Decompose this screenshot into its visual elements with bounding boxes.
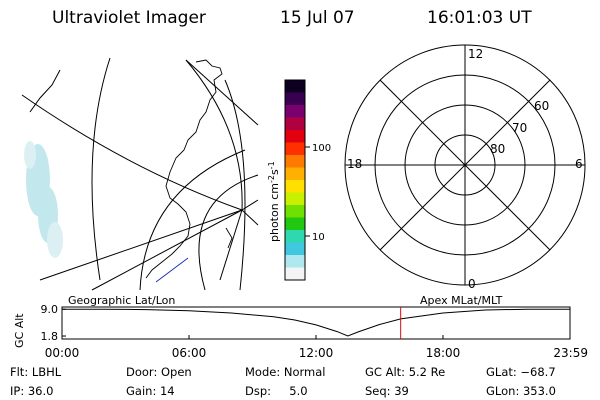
glon-info: GLon: 353.0 (486, 384, 556, 398)
apex-label: Apex MLat/MLT (420, 294, 503, 307)
track-line (155, 257, 189, 283)
lat-label-60: 60 (534, 99, 549, 113)
mlt-label-6: 6 (575, 157, 583, 171)
colorbar-stripe (285, 92, 305, 106)
mlt-label-0: 0 (468, 277, 476, 291)
altitude-x-tick-label: 12:00 (299, 346, 334, 360)
altitude-y-tick-label: 1.8 (41, 330, 59, 343)
dsp-info: Dsp: 5.0 (245, 384, 308, 398)
colorbar-stripe (285, 130, 305, 143)
polar-diagonal-2 (379, 79, 551, 251)
altitude-y-tick-label: 9.0 (41, 303, 59, 316)
time-label: 16:01:03 UT (427, 8, 532, 28)
filter-info: Flt: LBHL (10, 365, 62, 379)
ip-info: IP: 36.0 (10, 384, 54, 398)
colorbar-stripe (285, 255, 305, 268)
colorbar-stripe (285, 242, 305, 256)
colorbar-stripe (285, 80, 305, 93)
coastline-outline (145, 59, 233, 279)
lat-label-70: 70 (512, 121, 527, 135)
colorbar-stripe (285, 217, 305, 231)
glat-info: GLat: −68.7 (486, 365, 556, 379)
aurora-emission-patch (24, 141, 63, 258)
colorbar-stripe (285, 267, 305, 281)
altitude-x-tick-label: 23:59 (553, 346, 588, 360)
colorbar-stripe (285, 205, 305, 218)
lat-label-80: 80 (490, 142, 505, 156)
colorbar-axis-label: photon cm-2s-1 (267, 161, 281, 242)
colorbar-stripe (285, 117, 305, 131)
seq-info: Seq: 39 (365, 384, 409, 398)
altitude-series-line (62, 308, 570, 337)
colorbar-stripe (285, 180, 305, 193)
colorbar-frame (284, 79, 306, 281)
altitude-x-tick-label: 06:00 (172, 346, 207, 360)
colorbar-stripe (285, 105, 305, 118)
mlt-label-12: 12 (468, 47, 483, 61)
door-info: Door: Open (126, 365, 192, 379)
colorbar-tick-label-10: 10 (312, 232, 325, 243)
mode-info: Mode: Normal (245, 365, 326, 379)
altitude-x-tick-label: 18:00 (426, 346, 461, 360)
altitude-y-label: GC Alt (13, 313, 26, 348)
colorbar-stripe (285, 142, 305, 156)
altitude-x-tick-label: 00:00 (45, 346, 80, 360)
map-grid-lines (21, 57, 259, 291)
altitude-chart-frame (61, 306, 571, 340)
colorbar-stripe (285, 230, 305, 243)
date-label: 15 Jul 07 (280, 8, 355, 28)
instrument-title: Ultraviolet Imager (52, 8, 206, 28)
colorbar-stripe (285, 192, 305, 206)
gain-info: Gain: 14 (126, 384, 175, 398)
colorbar-tick-label-100: 100 (312, 143, 331, 154)
colorbar-stripes (285, 80, 305, 281)
mlt-label-18: 18 (347, 157, 362, 171)
gc-alt-info: GC Alt: 5.2 Re (365, 365, 446, 379)
geographic-label: Geographic Lat/Lon (68, 294, 176, 307)
colorbar-stripe (285, 167, 305, 181)
colorbar-stripe (285, 155, 305, 168)
